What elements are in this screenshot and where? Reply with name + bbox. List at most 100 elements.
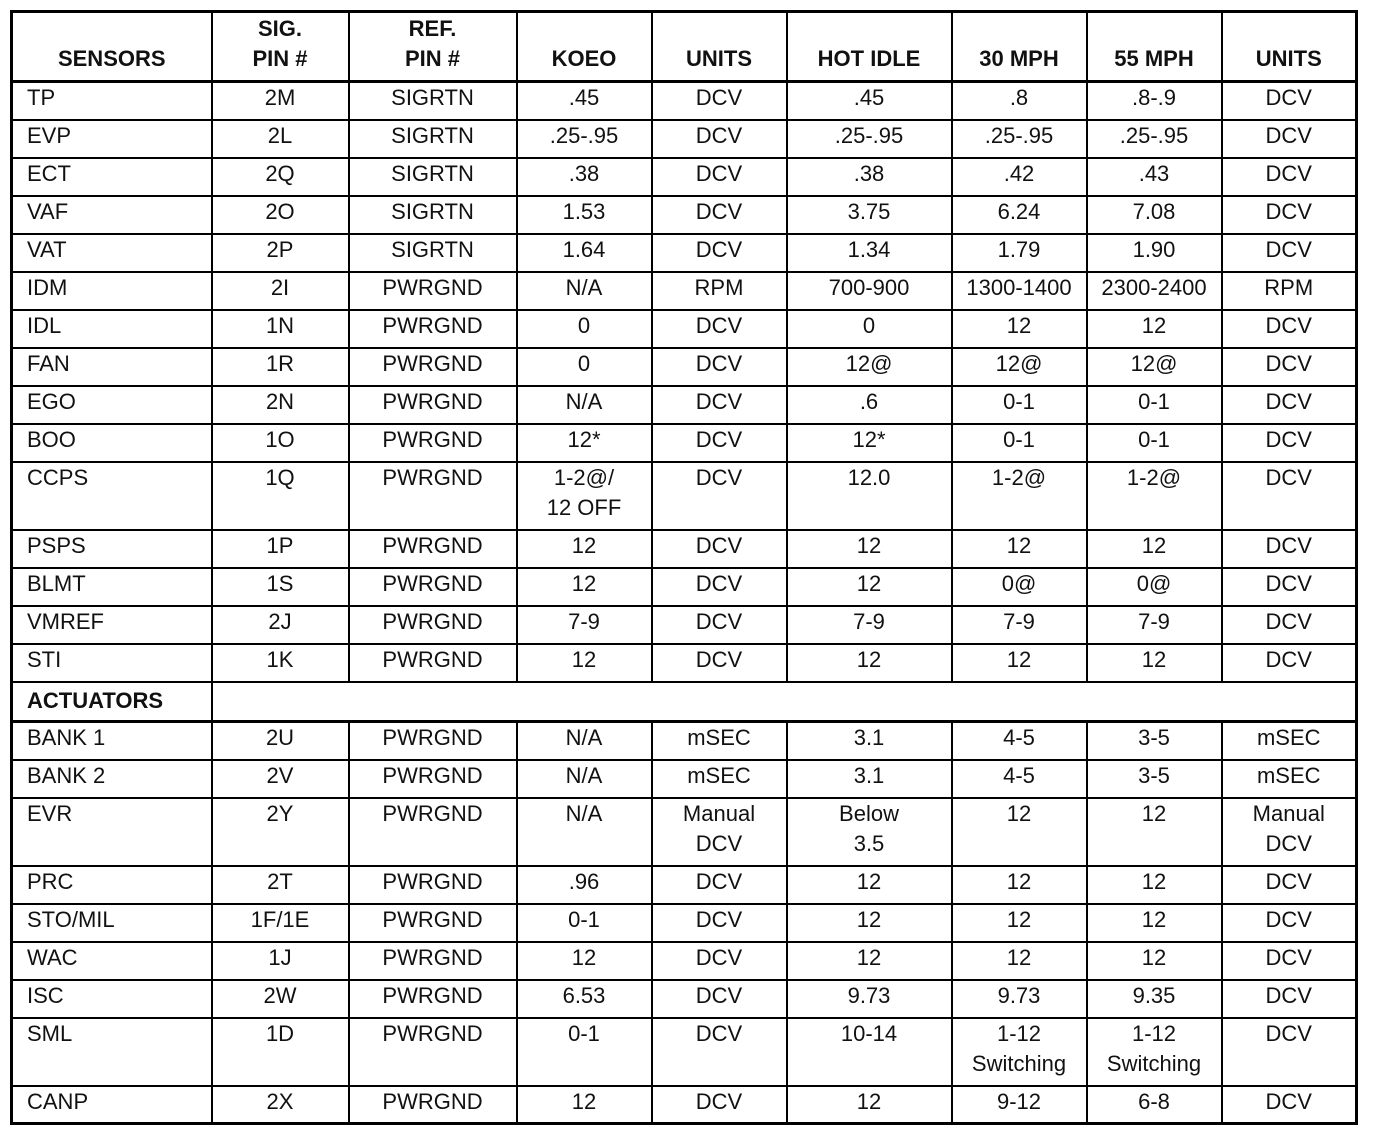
table-cell: DCV (1220, 566, 1358, 607)
table-cell: DCV (650, 384, 788, 425)
row-label: WAC (10, 940, 213, 981)
row-label: BANK 2 (10, 758, 213, 799)
table-cell: 12 (515, 1084, 653, 1125)
table-cell: 1.79 (950, 232, 1088, 273)
table-cell: mSEC (650, 720, 788, 761)
table-cell: 6.53 (515, 978, 653, 1019)
table-cell: .43 (1085, 156, 1223, 197)
table-cell: 9-12 (950, 1084, 1088, 1125)
table-cell: .45 (515, 80, 653, 121)
table-cell: DCV (1220, 156, 1358, 197)
row-label: IDL (10, 308, 213, 349)
table-cell: 1-2@/ 12 OFF (515, 460, 653, 531)
column-header: SIG. PIN # (210, 10, 350, 83)
table-cell: 12 (950, 308, 1088, 349)
table-cell: 1S (210, 566, 350, 607)
table-cell: DCV (650, 80, 788, 121)
row-label: EGO (10, 384, 213, 425)
column-header: KOEO (515, 10, 653, 83)
table-row: CCPS 1Q PWRGND 1-2@/ 12 OFF DCV 12.0 1-2@ 1-2@ D… (10, 460, 1358, 531)
table-row: BOO 1O PWRGND 12* DCV 12* 0-1 0-1 DCV (10, 422, 1358, 463)
table-cell: N/A (515, 758, 653, 799)
table-cell: 2J (210, 604, 350, 645)
table-cell: DCV (1220, 864, 1358, 905)
row-label: SML (10, 1016, 213, 1087)
table-row: FAN 1R PWRGND 0 DCV 12@ 12@ 12@ DCV (10, 346, 1358, 387)
column-header: UNITS (650, 10, 788, 83)
table-cell: 12 (1085, 642, 1223, 683)
row-label: ISC (10, 978, 213, 1019)
column-header: SENSORS (10, 10, 213, 83)
table-cell: 12 (950, 940, 1088, 981)
table-cell: DCV (1220, 346, 1358, 387)
table-cell: 12 (785, 1084, 953, 1125)
table-cell: 1300-1400 (950, 270, 1088, 311)
table-row: WAC 1J PWRGND 12 DCV 12 12 12 DCV (10, 940, 1358, 981)
table-row: EVR 2Y PWRGND N/A Manual DCV Below 3.5 12 12 Man… (10, 796, 1358, 867)
table-cell: N/A (515, 796, 653, 867)
table-cell: DCV (650, 156, 788, 197)
table-cell: Below 3.5 (785, 796, 953, 867)
table-cell: 7-9 (515, 604, 653, 645)
table-row: BANK 1 2U PWRGND N/A mSEC 3.1 4-5 3-5 mSEC (10, 720, 1358, 761)
table-cell: 0-1 (950, 384, 1088, 425)
table-cell: 3-5 (1085, 720, 1223, 761)
row-label: BOO (10, 422, 213, 463)
table-cell: 2U (210, 720, 350, 761)
column-header: REF. PIN # (347, 10, 518, 83)
table-cell: DCV (1220, 528, 1358, 569)
table-cell: 2P (210, 232, 350, 273)
table-cell: 2O (210, 194, 350, 235)
table-cell: 12 (515, 566, 653, 607)
table-cell: 6-8 (1085, 1084, 1223, 1125)
table-cell: PWRGND (347, 1016, 518, 1087)
table-cell: RPM (650, 270, 788, 311)
table-row: PRC 2T PWRGND .96 DCV 12 12 12 DCV (10, 864, 1358, 905)
table-row: STO/MIL 1F/1E PWRGND 0-1 DCV 12 12 12 DCV (10, 902, 1358, 943)
table-cell: 12 (785, 528, 953, 569)
table-cell: 2Q (210, 156, 350, 197)
table-row: EVP 2L SIGRTN .25-.95 DCV .25-.95.25-.95.25-.… (10, 118, 1358, 159)
column-header: 55 MPH (1085, 10, 1223, 83)
table-cell: 1-2@ (950, 460, 1088, 531)
table-cell: 9.73 (950, 978, 1088, 1019)
row-label: BLMT (10, 566, 213, 607)
table-cell: DCV (1220, 1084, 1358, 1125)
table-cell: SIGRTN (347, 194, 518, 235)
table-cell: 0 (785, 308, 953, 349)
table-cell: .25-.95 (950, 118, 1088, 159)
table-row: VAF 2O SIGRTN 1.53 DCV 3.75 6.24 7.08 DCV (10, 194, 1358, 235)
table-cell: 2W (210, 978, 350, 1019)
table-cell: DCV (1220, 308, 1358, 349)
table-cell: 12 (1085, 940, 1223, 981)
table-body: SENSORS SIG. PIN # REF. PIN # KOEO UNITS HOT … (10, 10, 1358, 1125)
table-cell: 7-9 (1085, 604, 1223, 645)
table-cell: DCV (650, 460, 788, 531)
table-cell: .45 (785, 80, 953, 121)
table-cell: DCV (650, 118, 788, 159)
table-cell: 12 (1085, 308, 1223, 349)
table-cell: DCV (650, 194, 788, 235)
table-cell: SIGRTN (347, 232, 518, 273)
table-cell: 1-2@ (1085, 460, 1223, 531)
table-row: BANK 2 2V PWRGND N/A mSEC 3.1 4-5 3-5 mSEC (10, 758, 1358, 799)
table-cell: 0@ (950, 566, 1088, 607)
table-cell: 12 (950, 902, 1088, 943)
table-cell: 0-1 (1085, 384, 1223, 425)
table-cell: 2V (210, 758, 350, 799)
table-cell: 3.1 (785, 758, 953, 799)
row-label: STI (10, 642, 213, 683)
table-cell: PWRGND (347, 422, 518, 463)
table-cell: 1.64 (515, 232, 653, 273)
table-row: CANP 2X PWRGND 12 DCV 12 9-12 6-8 DCV (10, 1084, 1358, 1125)
column-header: 30 MPH (950, 10, 1088, 83)
table-row: SML 1D PWRGND 0-1 DCV 10-14 1-12 Switching 1-12… (10, 1016, 1358, 1087)
row-label: EVP (10, 118, 213, 159)
table-cell: .8 (950, 80, 1088, 121)
section-spacer (210, 680, 1358, 723)
table-cell: 1-12 Switching (1085, 1016, 1223, 1087)
table-cell: 12 (785, 902, 953, 943)
table-cell: 12@ (950, 346, 1088, 387)
table-cell: 1Q (210, 460, 350, 531)
table-cell: DCV (650, 642, 788, 683)
